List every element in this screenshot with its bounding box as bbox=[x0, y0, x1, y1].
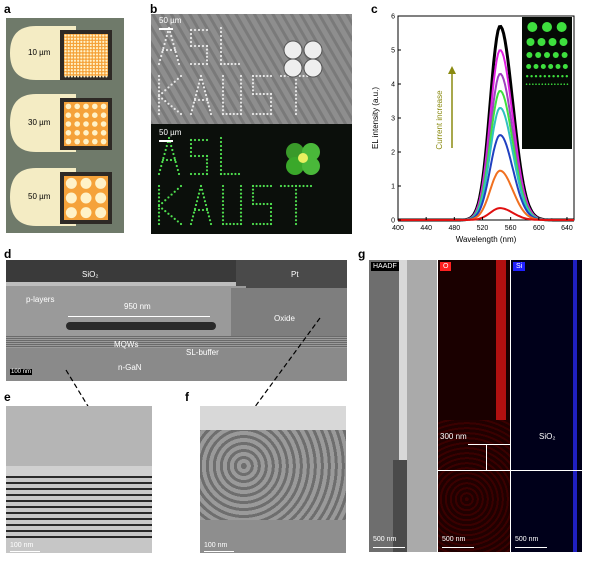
panel-g-haadf: HAADF 500 nm bbox=[369, 260, 437, 552]
panel-e-image: 100 nm bbox=[6, 406, 152, 553]
label-n-gan: n-GaN bbox=[118, 363, 142, 372]
panel-label-d: d bbox=[4, 247, 12, 261]
panel-g-scalebar-3 bbox=[515, 547, 547, 548]
current-increase-label: Current increase bbox=[435, 90, 444, 150]
panel-f-scale: 100 nm bbox=[204, 542, 228, 549]
current-increase-arrowhead bbox=[448, 66, 456, 74]
panel-c-chart: 400 440 480 520 560 600 640 0 1 2 3 4 5 6 Wavelength… bbox=[371, 14, 575, 244]
panel-label-a: a bbox=[4, 2, 11, 16]
x-tick-label: 400 bbox=[392, 225, 404, 232]
panel-a-image: 10 µm 30 µm 50 µm bbox=[6, 18, 124, 233]
panel-label-g: g bbox=[358, 247, 366, 261]
panel-d-scale: 100 nm bbox=[10, 369, 33, 375]
y-tick-label: 2 bbox=[391, 150, 395, 157]
x-tick-label: 520 bbox=[477, 225, 489, 232]
size-label-30: 30 µm bbox=[28, 118, 51, 127]
size-label-50: 50 µm bbox=[28, 192, 51, 201]
panel-g-scalebar-1 bbox=[373, 547, 405, 548]
label-mqws: MQWs bbox=[114, 340, 139, 349]
panel-g-scale-3: 500 nm bbox=[515, 536, 539, 543]
y-tick-label: 3 bbox=[391, 116, 395, 123]
chart-x-axis-label: Wavelength (nm) bbox=[456, 235, 517, 244]
panel-g-scale-2: 500 nm bbox=[442, 536, 466, 543]
length-arrow bbox=[68, 316, 210, 317]
panel-b-scalebar-bottom bbox=[159, 140, 173, 142]
dist-line-top bbox=[468, 444, 510, 445]
panel-g-scale-1: 500 nm bbox=[373, 536, 397, 543]
panel-d-image: SiO₂ Pt p-layers 950 nm Oxide MQWs SL-bu… bbox=[6, 260, 347, 381]
panel-a-devices bbox=[10, 26, 112, 226]
panel-b-scale-top: 50 µm bbox=[159, 16, 182, 25]
panel-f-scalebar bbox=[204, 551, 234, 552]
panel-label-e: e bbox=[4, 390, 11, 404]
oxygen-label: O bbox=[440, 262, 452, 271]
panel-e-scale: 100 nm bbox=[10, 542, 34, 549]
y-tick-label: 0 bbox=[391, 218, 395, 225]
panel-f-image: 100 nm bbox=[200, 406, 346, 553]
panel-label-f: f bbox=[185, 390, 189, 404]
panel-b-bottom-image: 50 µm bbox=[151, 124, 352, 234]
panel-g-oxygen-map: O 500 nm bbox=[438, 260, 510, 552]
sio2-label-g: SiO₂ bbox=[539, 432, 556, 441]
y-tick-label: 6 bbox=[391, 14, 395, 21]
panel-b-scale-bottom: 50 µm bbox=[159, 128, 182, 137]
x-tick-label: 640 bbox=[561, 225, 573, 232]
silicon-label: Si bbox=[513, 262, 526, 271]
label-sio2: SiO₂ bbox=[82, 270, 99, 279]
panel-label-b: b bbox=[150, 2, 158, 16]
panel-e-scalebar bbox=[10, 551, 40, 552]
panel-g-scalebar-2 bbox=[442, 547, 474, 548]
chart-y-axis-label: EL intensity (a.u.) bbox=[371, 87, 380, 149]
panel-b-top-image: 50 µm bbox=[151, 14, 352, 124]
label-oxide: Oxide bbox=[274, 314, 295, 323]
y-tick-label: 1 bbox=[391, 184, 395, 191]
y-tick-label: 4 bbox=[391, 82, 395, 89]
dist-arrow bbox=[486, 444, 487, 470]
x-tick-label: 480 bbox=[448, 225, 460, 232]
x-tick-label: 560 bbox=[505, 225, 517, 232]
panel-g-divider bbox=[438, 470, 582, 471]
panel-b-scalebar-top bbox=[159, 28, 173, 30]
label-950nm: 950 nm bbox=[124, 302, 151, 311]
panel-b-bottom-dots bbox=[157, 136, 320, 226]
haadf-label: HAADF bbox=[371, 262, 399, 271]
series-line-7 bbox=[398, 207, 574, 221]
y-tick-label: 5 bbox=[391, 48, 395, 55]
label-p-layers: p-layers bbox=[26, 295, 55, 304]
dist-label: 300 nm bbox=[440, 432, 467, 441]
panel-label-c: c bbox=[371, 2, 378, 16]
x-tick-label: 600 bbox=[533, 225, 545, 232]
panel-g-silicon-map: Si SiO₂ 500 nm bbox=[511, 260, 582, 552]
size-label-10: 10 µm bbox=[28, 48, 51, 57]
panel-b-top-dots bbox=[151, 14, 352, 124]
label-sl-buffer: SL-buffer bbox=[186, 348, 219, 357]
label-pt: Pt bbox=[291, 270, 299, 279]
x-tick-label: 440 bbox=[420, 225, 432, 232]
